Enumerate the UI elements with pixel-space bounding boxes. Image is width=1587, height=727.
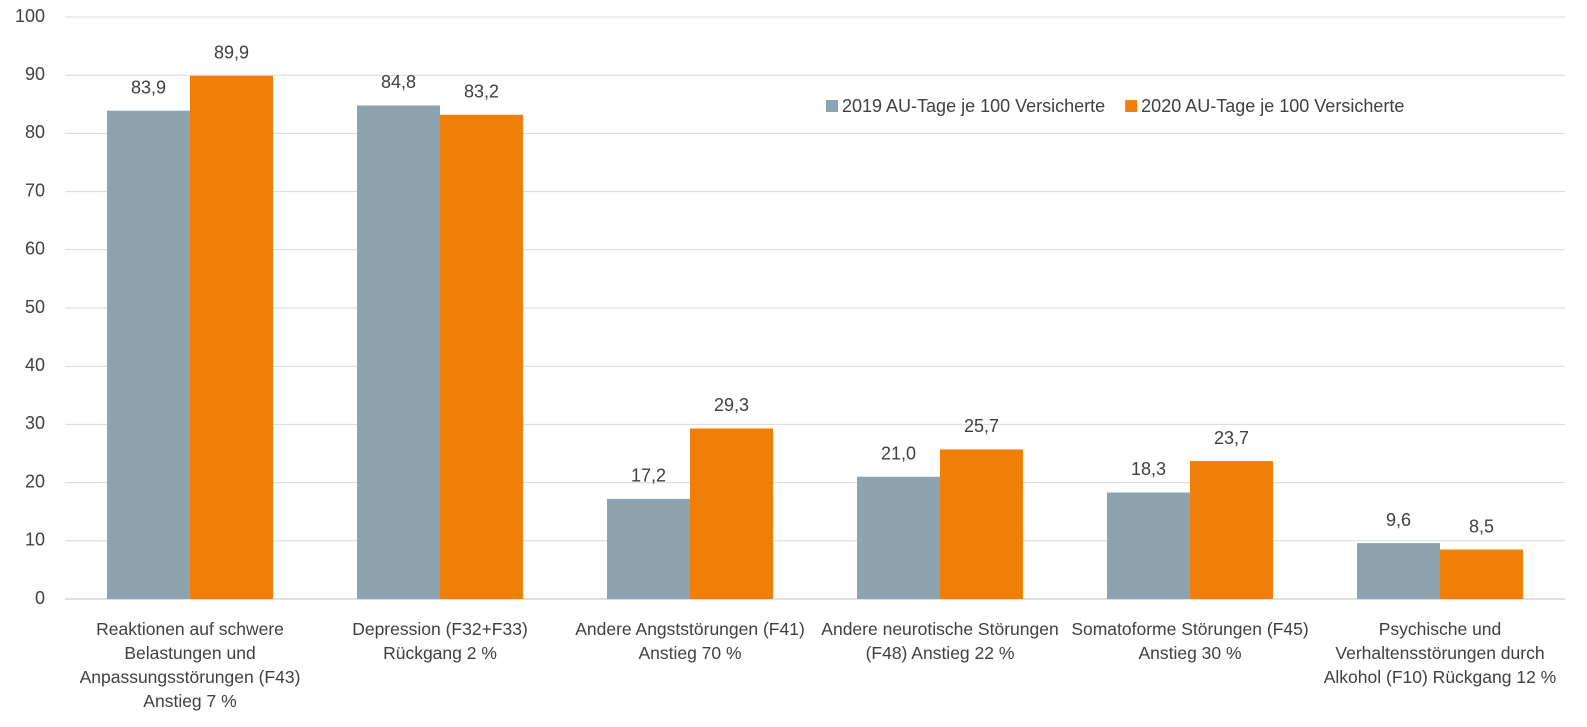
y-tick-label: 80 xyxy=(25,122,45,142)
x-tick-label: Somatoforme Störungen (F45) Anstieg 30 % xyxy=(1071,619,1309,663)
value-label: 83,2 xyxy=(464,82,499,102)
value-label: 23,7 xyxy=(1214,428,1249,448)
value-label: 29,3 xyxy=(714,395,749,415)
value-label: 18,3 xyxy=(1131,459,1166,479)
legend-swatch xyxy=(1125,100,1138,112)
y-tick-label: 100 xyxy=(15,6,45,26)
x-tick-label: Psychische und Verhaltensstörungen durch… xyxy=(1323,619,1557,687)
legend-label: 2019 AU-Tage je 100 Versicherte xyxy=(842,96,1105,116)
y-tick-label: 90 xyxy=(25,64,45,84)
bar xyxy=(1357,543,1440,599)
y-tick-label: 40 xyxy=(25,355,45,375)
legend-label: 2020 AU-Tage je 100 Versicherte xyxy=(1141,96,1404,116)
y-tick-label: 10 xyxy=(25,530,45,550)
value-label: 84,8 xyxy=(381,72,416,92)
y-tick-label: 20 xyxy=(25,471,45,491)
x-tick-label: Reaktionen auf schwere Belastungen und A… xyxy=(79,619,301,711)
value-label: 83,9 xyxy=(131,77,166,97)
bar xyxy=(690,428,773,599)
value-label: 89,9 xyxy=(214,43,249,63)
bar xyxy=(1107,492,1190,599)
bar xyxy=(940,449,1023,599)
bar xyxy=(1190,461,1273,599)
y-tick-label: 30 xyxy=(25,413,45,433)
y-tick-label: 50 xyxy=(25,297,45,317)
y-tick-label: 0 xyxy=(35,588,45,608)
value-label: 9,6 xyxy=(1386,510,1411,530)
y-tick-label: 60 xyxy=(25,239,45,259)
bar xyxy=(440,114,523,599)
bar xyxy=(357,105,440,600)
value-label: 21,0 xyxy=(881,444,916,464)
value-label: 8,5 xyxy=(1469,516,1494,536)
legend-swatch xyxy=(826,100,838,112)
x-tick-label: Depression (F32+F33) Rückgang 2 % xyxy=(352,619,528,663)
x-tick-label: Andere Angststörungen (F41) Anstieg 70 % xyxy=(575,619,805,663)
y-tick-label: 70 xyxy=(25,180,45,200)
x-tick-label: Andere neurotische Störungen (F48) Ansti… xyxy=(821,619,1059,663)
bar xyxy=(607,498,690,599)
bar xyxy=(1440,549,1523,599)
bar xyxy=(857,476,940,599)
value-label: 17,2 xyxy=(631,466,666,486)
bar xyxy=(107,110,190,600)
bar xyxy=(190,75,273,600)
value-label: 25,7 xyxy=(964,416,999,436)
